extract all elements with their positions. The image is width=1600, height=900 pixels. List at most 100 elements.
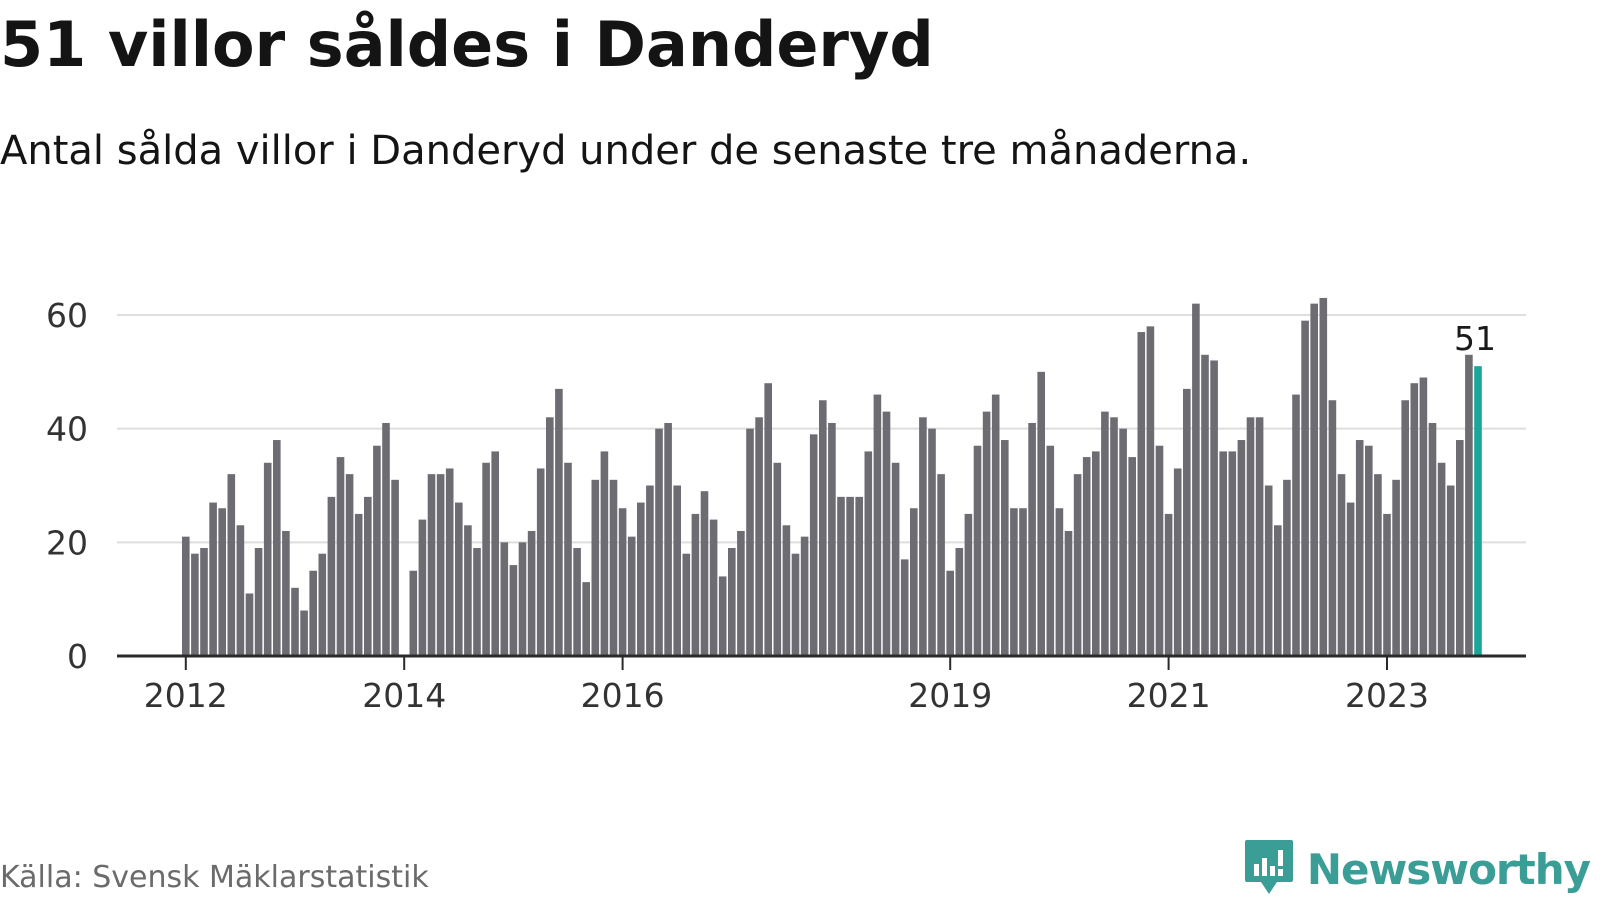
bar bbox=[482, 462, 490, 656]
bar bbox=[1328, 400, 1337, 656]
bar bbox=[573, 548, 581, 656]
bar bbox=[709, 519, 718, 656]
y-tick-label: 60 bbox=[46, 296, 88, 335]
bar bbox=[1092, 451, 1100, 656]
bar bbox=[354, 513, 363, 656]
bar bbox=[254, 548, 263, 656]
chart-subtitle: Antal sålda villor i Danderyd under de s… bbox=[0, 128, 1252, 174]
bar bbox=[1292, 394, 1300, 656]
bar bbox=[991, 394, 1000, 656]
bar bbox=[1301, 320, 1309, 656]
bar bbox=[746, 428, 754, 656]
bar bbox=[846, 496, 854, 656]
bar bbox=[327, 496, 336, 656]
bar bbox=[1164, 513, 1173, 656]
bar bbox=[500, 542, 509, 656]
bar bbox=[755, 417, 763, 656]
x-tick-label: 2023 bbox=[1345, 676, 1429, 715]
bar bbox=[1255, 417, 1264, 656]
brand-name: Newsworthy bbox=[1306, 844, 1591, 894]
x-tick-label: 2021 bbox=[1127, 676, 1211, 715]
bar bbox=[1073, 474, 1082, 656]
highlight-bar bbox=[1474, 366, 1482, 656]
x-tick-label: 2016 bbox=[581, 676, 665, 715]
bar bbox=[1055, 508, 1064, 656]
bar bbox=[509, 565, 518, 656]
bar bbox=[728, 548, 736, 656]
bar bbox=[1346, 502, 1355, 656]
source-note: Källa: Svensk Mäklarstatistik bbox=[0, 860, 429, 895]
bar bbox=[191, 553, 199, 656]
bar bbox=[1137, 332, 1146, 656]
bar bbox=[664, 422, 672, 656]
bar bbox=[564, 462, 572, 656]
bar bbox=[627, 536, 636, 656]
bar bbox=[300, 610, 308, 656]
bar bbox=[282, 530, 290, 656]
bar bbox=[1183, 388, 1191, 656]
bar bbox=[1237, 440, 1246, 656]
bar bbox=[1001, 440, 1009, 656]
bar bbox=[882, 411, 891, 656]
bar bbox=[1201, 354, 1209, 656]
bar bbox=[445, 468, 454, 656]
bar bbox=[1283, 479, 1291, 656]
bar bbox=[1110, 417, 1118, 656]
bar bbox=[418, 519, 427, 656]
bar bbox=[873, 394, 882, 656]
bar bbox=[618, 508, 627, 656]
bar bbox=[1401, 400, 1409, 656]
bar bbox=[1465, 354, 1473, 656]
bar bbox=[1064, 530, 1073, 656]
bar bbox=[391, 479, 399, 656]
highlight-value-label: 51 bbox=[1454, 319, 1496, 358]
bar bbox=[1456, 440, 1464, 656]
bar bbox=[373, 445, 381, 656]
bar bbox=[336, 457, 345, 656]
y-tick-label: 40 bbox=[46, 410, 88, 449]
axis-labels: 0 20 40 60 51 2012 2014 2016 2019 2021 2023 bbox=[46, 296, 1496, 715]
bar bbox=[273, 440, 281, 656]
bar-series bbox=[182, 297, 1482, 656]
bar bbox=[864, 451, 873, 656]
bar bbox=[919, 417, 927, 656]
x-axis bbox=[117, 654, 1526, 670]
bar bbox=[1037, 371, 1045, 656]
bar bbox=[673, 485, 681, 656]
bar bbox=[536, 468, 545, 656]
bar bbox=[473, 548, 481, 656]
bar bbox=[982, 411, 991, 656]
bar bbox=[973, 445, 982, 656]
bar bbox=[309, 570, 317, 656]
bar bbox=[691, 513, 700, 656]
bar bbox=[1146, 326, 1155, 656]
bar bbox=[1155, 445, 1164, 656]
bar bbox=[227, 474, 236, 656]
bar bbox=[1419, 377, 1428, 656]
newsworthy-logo: Newsworthy bbox=[1243, 838, 1591, 900]
bar bbox=[527, 530, 536, 656]
bar bbox=[837, 496, 845, 656]
bar bbox=[946, 570, 954, 656]
bar bbox=[409, 570, 418, 656]
bar bbox=[591, 479, 600, 656]
bar bbox=[1028, 422, 1036, 656]
bar bbox=[1119, 428, 1127, 656]
bar bbox=[764, 383, 772, 656]
bar bbox=[809, 434, 818, 656]
bar bbox=[546, 417, 554, 656]
y-tick-label: 0 bbox=[67, 637, 88, 676]
bar bbox=[345, 474, 354, 656]
bar bbox=[1010, 508, 1018, 656]
bar bbox=[1210, 360, 1218, 656]
bar bbox=[1374, 474, 1382, 656]
bar bbox=[964, 513, 973, 656]
x-tick-label: 2012 bbox=[144, 676, 228, 715]
bar bbox=[1428, 422, 1437, 656]
bar bbox=[455, 502, 463, 656]
bar bbox=[955, 548, 964, 656]
bar bbox=[382, 422, 390, 656]
bar bbox=[828, 422, 836, 656]
bar bbox=[1310, 303, 1318, 656]
bar bbox=[900, 559, 909, 656]
